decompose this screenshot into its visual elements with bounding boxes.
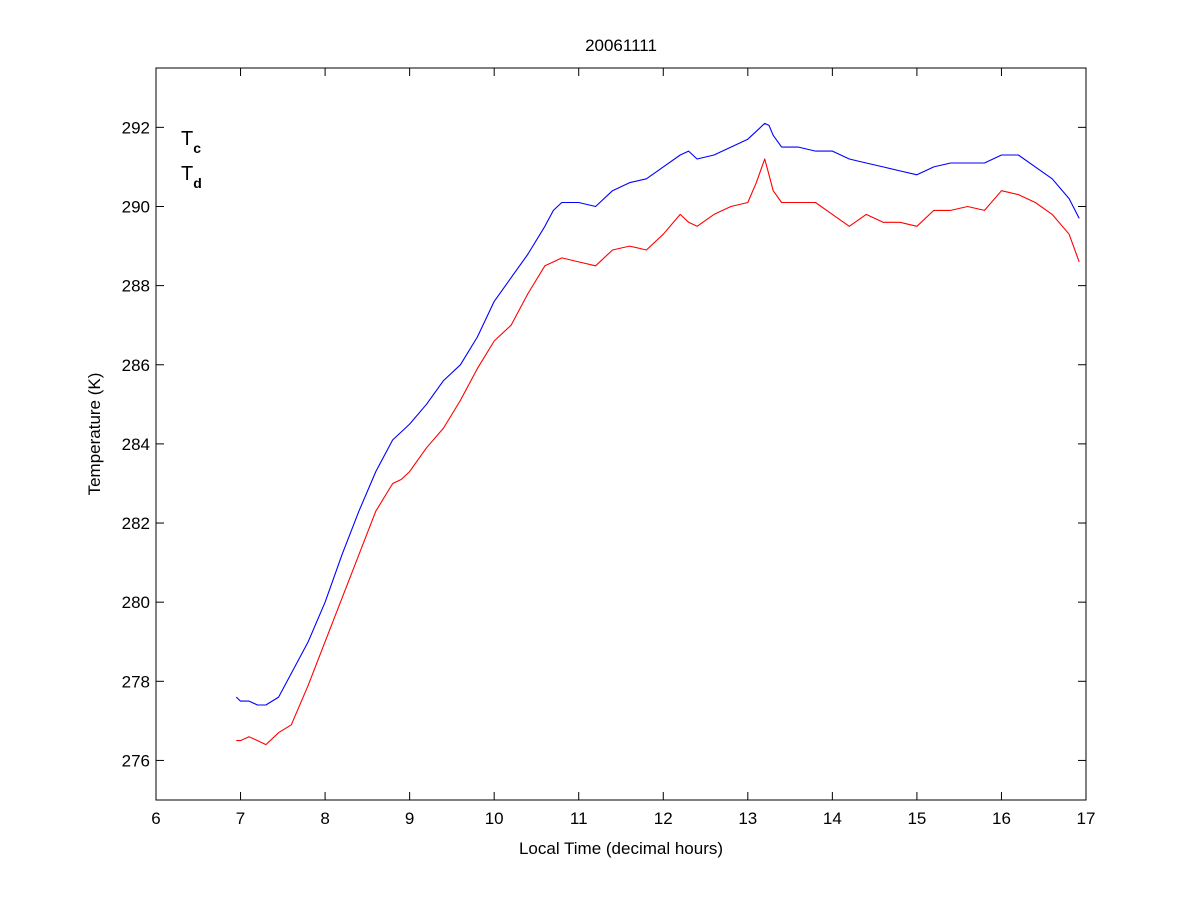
- series-line-td: [236, 158, 1080, 746]
- x-tick-label: 15: [907, 809, 926, 828]
- x-tick-label: 12: [654, 809, 673, 828]
- y-tick-label: 290: [122, 197, 150, 216]
- plot-area: [155, 67, 1087, 801]
- series-line-tc: [235, 122, 1080, 706]
- legend-td-main: T: [181, 163, 193, 185]
- x-tick-label: 7: [236, 809, 245, 828]
- x-tick-label: 14: [823, 809, 842, 828]
- legend-tc-subscript: c: [193, 140, 201, 156]
- y-tick-label: 276: [122, 751, 150, 770]
- y-tick-label: 292: [122, 118, 150, 137]
- x-tick-label: 11: [570, 809, 588, 828]
- legend: Tc Td: [181, 128, 202, 191]
- y-axis-label: Temperature (K): [85, 373, 104, 496]
- legend-td-subscript: d: [193, 175, 202, 191]
- legend-entry-tc: Tc: [181, 128, 201, 156]
- y-tick-label: 284: [122, 435, 150, 454]
- x-axis-label: Local Time (decimal hours): [519, 839, 723, 858]
- y-tick-label: 282: [122, 514, 150, 533]
- chart-title: 20061111: [585, 36, 657, 55]
- x-tick-label: 16: [992, 809, 1011, 828]
- x-axis-ticks: 6 7 8 9 10 11 12 13 14 15 16 17: [151, 68, 1095, 828]
- legend-tc-main: T: [181, 128, 193, 150]
- x-tick-label: 17: [1077, 809, 1096, 828]
- x-tick-label: 8: [320, 809, 329, 828]
- y-tick-label: 278: [122, 672, 150, 691]
- x-tick-label: 10: [485, 809, 504, 828]
- legend-label-tc: Tc: [181, 128, 201, 156]
- y-tick-label: 280: [122, 593, 150, 612]
- legend-label-td: Td: [181, 163, 202, 191]
- x-tick-label: 9: [405, 809, 414, 828]
- x-tick-label: 6: [151, 809, 160, 828]
- series-lines: [235, 122, 1080, 746]
- y-tick-label: 288: [122, 277, 150, 296]
- y-tick-label: 286: [122, 356, 150, 375]
- x-tick-label: 13: [738, 809, 757, 828]
- y-axis-ticks: 276 278 280 282 284 286 288 290 292: [122, 118, 1086, 770]
- legend-entry-td: Td: [181, 163, 202, 191]
